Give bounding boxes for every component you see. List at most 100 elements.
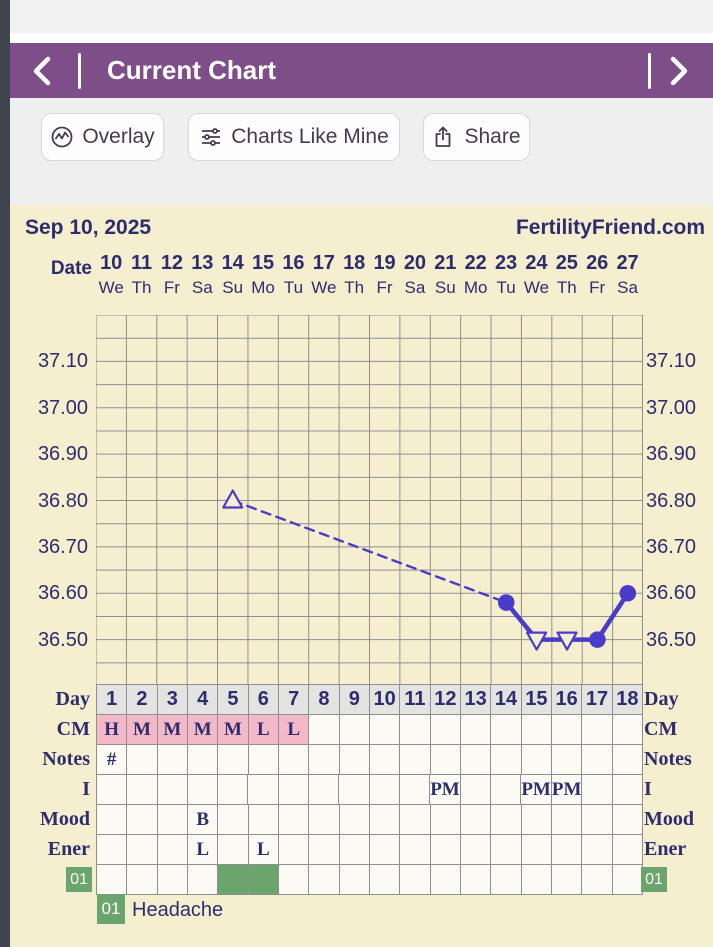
back-button[interactable] <box>14 43 70 98</box>
mood-cell-day-2[interactable] <box>127 805 157 835</box>
intercourse-cell-day-8[interactable] <box>309 775 339 805</box>
day-cell-day-10[interactable]: 10 <box>370 685 400 715</box>
intercourse-cell-day-3[interactable] <box>158 775 188 805</box>
cm-cell-day-14[interactable] <box>491 715 521 745</box>
day-cell-day-4[interactable]: 4 <box>188 685 218 715</box>
symptom-cell-day-17[interactable] <box>582 865 612 895</box>
day-cell-day-9[interactable]: 9 <box>340 685 370 715</box>
mood-cell-day-18[interactable] <box>613 805 643 835</box>
date-cell-18[interactable]: 18 <box>339 250 369 277</box>
energy-cell-day-6[interactable]: L <box>249 835 279 865</box>
energy-cell-day-1[interactable] <box>97 835 127 865</box>
day-cell-day-18[interactable]: 18 <box>613 685 643 715</box>
notes-cell-day-5[interactable] <box>218 745 248 775</box>
energy-cell-day-17[interactable] <box>582 835 612 865</box>
symptom-cell-day-8[interactable] <box>309 865 339 895</box>
mood-cell-day-15[interactable] <box>522 805 552 835</box>
intercourse-cell-day-17[interactable] <box>582 775 612 805</box>
notes-cell-day-1[interactable]: # <box>97 745 127 775</box>
mood-cell-day-12[interactable] <box>431 805 461 835</box>
mood-cell-day-16[interactable] <box>552 805 582 835</box>
day-cell-day-5[interactable]: 5 <box>218 685 248 715</box>
mood-cell-day-7[interactable] <box>279 805 309 835</box>
notes-cell-day-16[interactable] <box>552 745 582 775</box>
date-cell-14[interactable]: 14 <box>218 250 248 277</box>
intercourse-cell-day-18[interactable] <box>613 775 643 805</box>
symptom-cell-day-13[interactable] <box>461 865 491 895</box>
symptom-cell-day-15[interactable] <box>522 865 552 895</box>
symptom-cell-day-16[interactable] <box>552 865 582 895</box>
intercourse-cell-day-4[interactable] <box>188 775 218 805</box>
day-cell-day-13[interactable]: 13 <box>461 685 491 715</box>
day-cell-day-15[interactable]: 15 <box>522 685 552 715</box>
notes-cell-day-13[interactable] <box>461 745 491 775</box>
mood-cell-day-8[interactable] <box>309 805 339 835</box>
date-cell-15[interactable]: 15 <box>248 250 278 277</box>
notes-cell-day-7[interactable] <box>279 745 309 775</box>
temp-point-day-5[interactable] <box>223 491 242 508</box>
mood-cell-day-11[interactable] <box>400 805 430 835</box>
date-cell-19[interactable]: 19 <box>369 250 399 277</box>
cm-cell-day-4[interactable]: M <box>188 715 218 745</box>
intercourse-cell-day-9[interactable] <box>339 775 369 805</box>
mood-cell-day-17[interactable] <box>582 805 612 835</box>
day-cell-day-14[interactable]: 14 <box>491 685 521 715</box>
symptom-cell-day-11[interactable] <box>400 865 430 895</box>
notes-cell-day-11[interactable] <box>400 745 430 775</box>
day-cell-day-2[interactable]: 2 <box>127 685 157 715</box>
symptom-cell-day-4[interactable] <box>188 865 218 895</box>
symptom-cell-day-12[interactable] <box>431 865 461 895</box>
cm-cell-day-12[interactable] <box>431 715 461 745</box>
date-cell-20[interactable]: 20 <box>400 250 430 277</box>
temp-point-day-18[interactable] <box>620 585 637 602</box>
mood-cell-day-10[interactable] <box>370 805 400 835</box>
symptom-cell-day-3[interactable] <box>158 865 188 895</box>
symptom-cell-day-10[interactable] <box>370 865 400 895</box>
mood-cell-day-1[interactable] <box>97 805 127 835</box>
symptom-cell-day-7[interactable] <box>279 865 309 895</box>
day-cell-day-7[interactable]: 7 <box>279 685 309 715</box>
mood-cell-day-6[interactable] <box>249 805 279 835</box>
symptom-cell-day-6[interactable] <box>249 865 279 895</box>
cm-cell-day-1[interactable]: H <box>97 715 127 745</box>
energy-cell-day-9[interactable] <box>340 835 370 865</box>
cm-cell-day-3[interactable]: M <box>158 715 188 745</box>
cm-cell-day-10[interactable] <box>370 715 400 745</box>
energy-cell-day-14[interactable] <box>491 835 521 865</box>
day-cell-day-17[interactable]: 17 <box>582 685 612 715</box>
intercourse-cell-day-7[interactable] <box>279 775 309 805</box>
symptom-cell-day-18[interactable] <box>613 865 643 895</box>
energy-cell-day-11[interactable] <box>400 835 430 865</box>
intercourse-cell-day-11[interactable] <box>400 775 430 805</box>
mood-cell-day-14[interactable] <box>491 805 521 835</box>
mood-cell-day-5[interactable] <box>218 805 248 835</box>
cm-cell-day-18[interactable] <box>613 715 643 745</box>
date-cell-21[interactable]: 21 <box>430 250 460 277</box>
intercourse-cell-day-6[interactable] <box>248 775 278 805</box>
energy-cell-day-15[interactable] <box>522 835 552 865</box>
cm-cell-day-9[interactable] <box>340 715 370 745</box>
notes-cell-day-3[interactable] <box>158 745 188 775</box>
overlay-button[interactable]: Overlay <box>41 113 164 161</box>
day-cell-day-1[interactable]: 1 <box>97 685 127 715</box>
energy-cell-day-5[interactable] <box>218 835 248 865</box>
energy-cell-day-8[interactable] <box>309 835 339 865</box>
energy-cell-day-3[interactable] <box>158 835 188 865</box>
day-cell-day-3[interactable]: 3 <box>158 685 188 715</box>
notes-cell-day-8[interactable] <box>309 745 339 775</box>
date-cell-22[interactable]: 22 <box>461 250 491 277</box>
cm-cell-day-17[interactable] <box>582 715 612 745</box>
notes-cell-day-2[interactable] <box>127 745 157 775</box>
temp-point-day-14[interactable] <box>498 594 515 611</box>
notes-cell-day-14[interactable] <box>491 745 521 775</box>
mood-cell-day-13[interactable] <box>461 805 491 835</box>
notes-cell-day-18[interactable] <box>613 745 643 775</box>
day-cell-day-12[interactable]: 12 <box>431 685 461 715</box>
date-cell-23[interactable]: 23 <box>491 250 521 277</box>
date-cell-27[interactable]: 27 <box>612 250 642 277</box>
date-cell-11[interactable]: 11 <box>126 250 156 277</box>
intercourse-cell-day-12[interactable]: PM <box>430 775 461 805</box>
intercourse-cell-day-10[interactable] <box>370 775 400 805</box>
date-cell-12[interactable]: 12 <box>157 250 187 277</box>
cm-cell-day-13[interactable] <box>461 715 491 745</box>
